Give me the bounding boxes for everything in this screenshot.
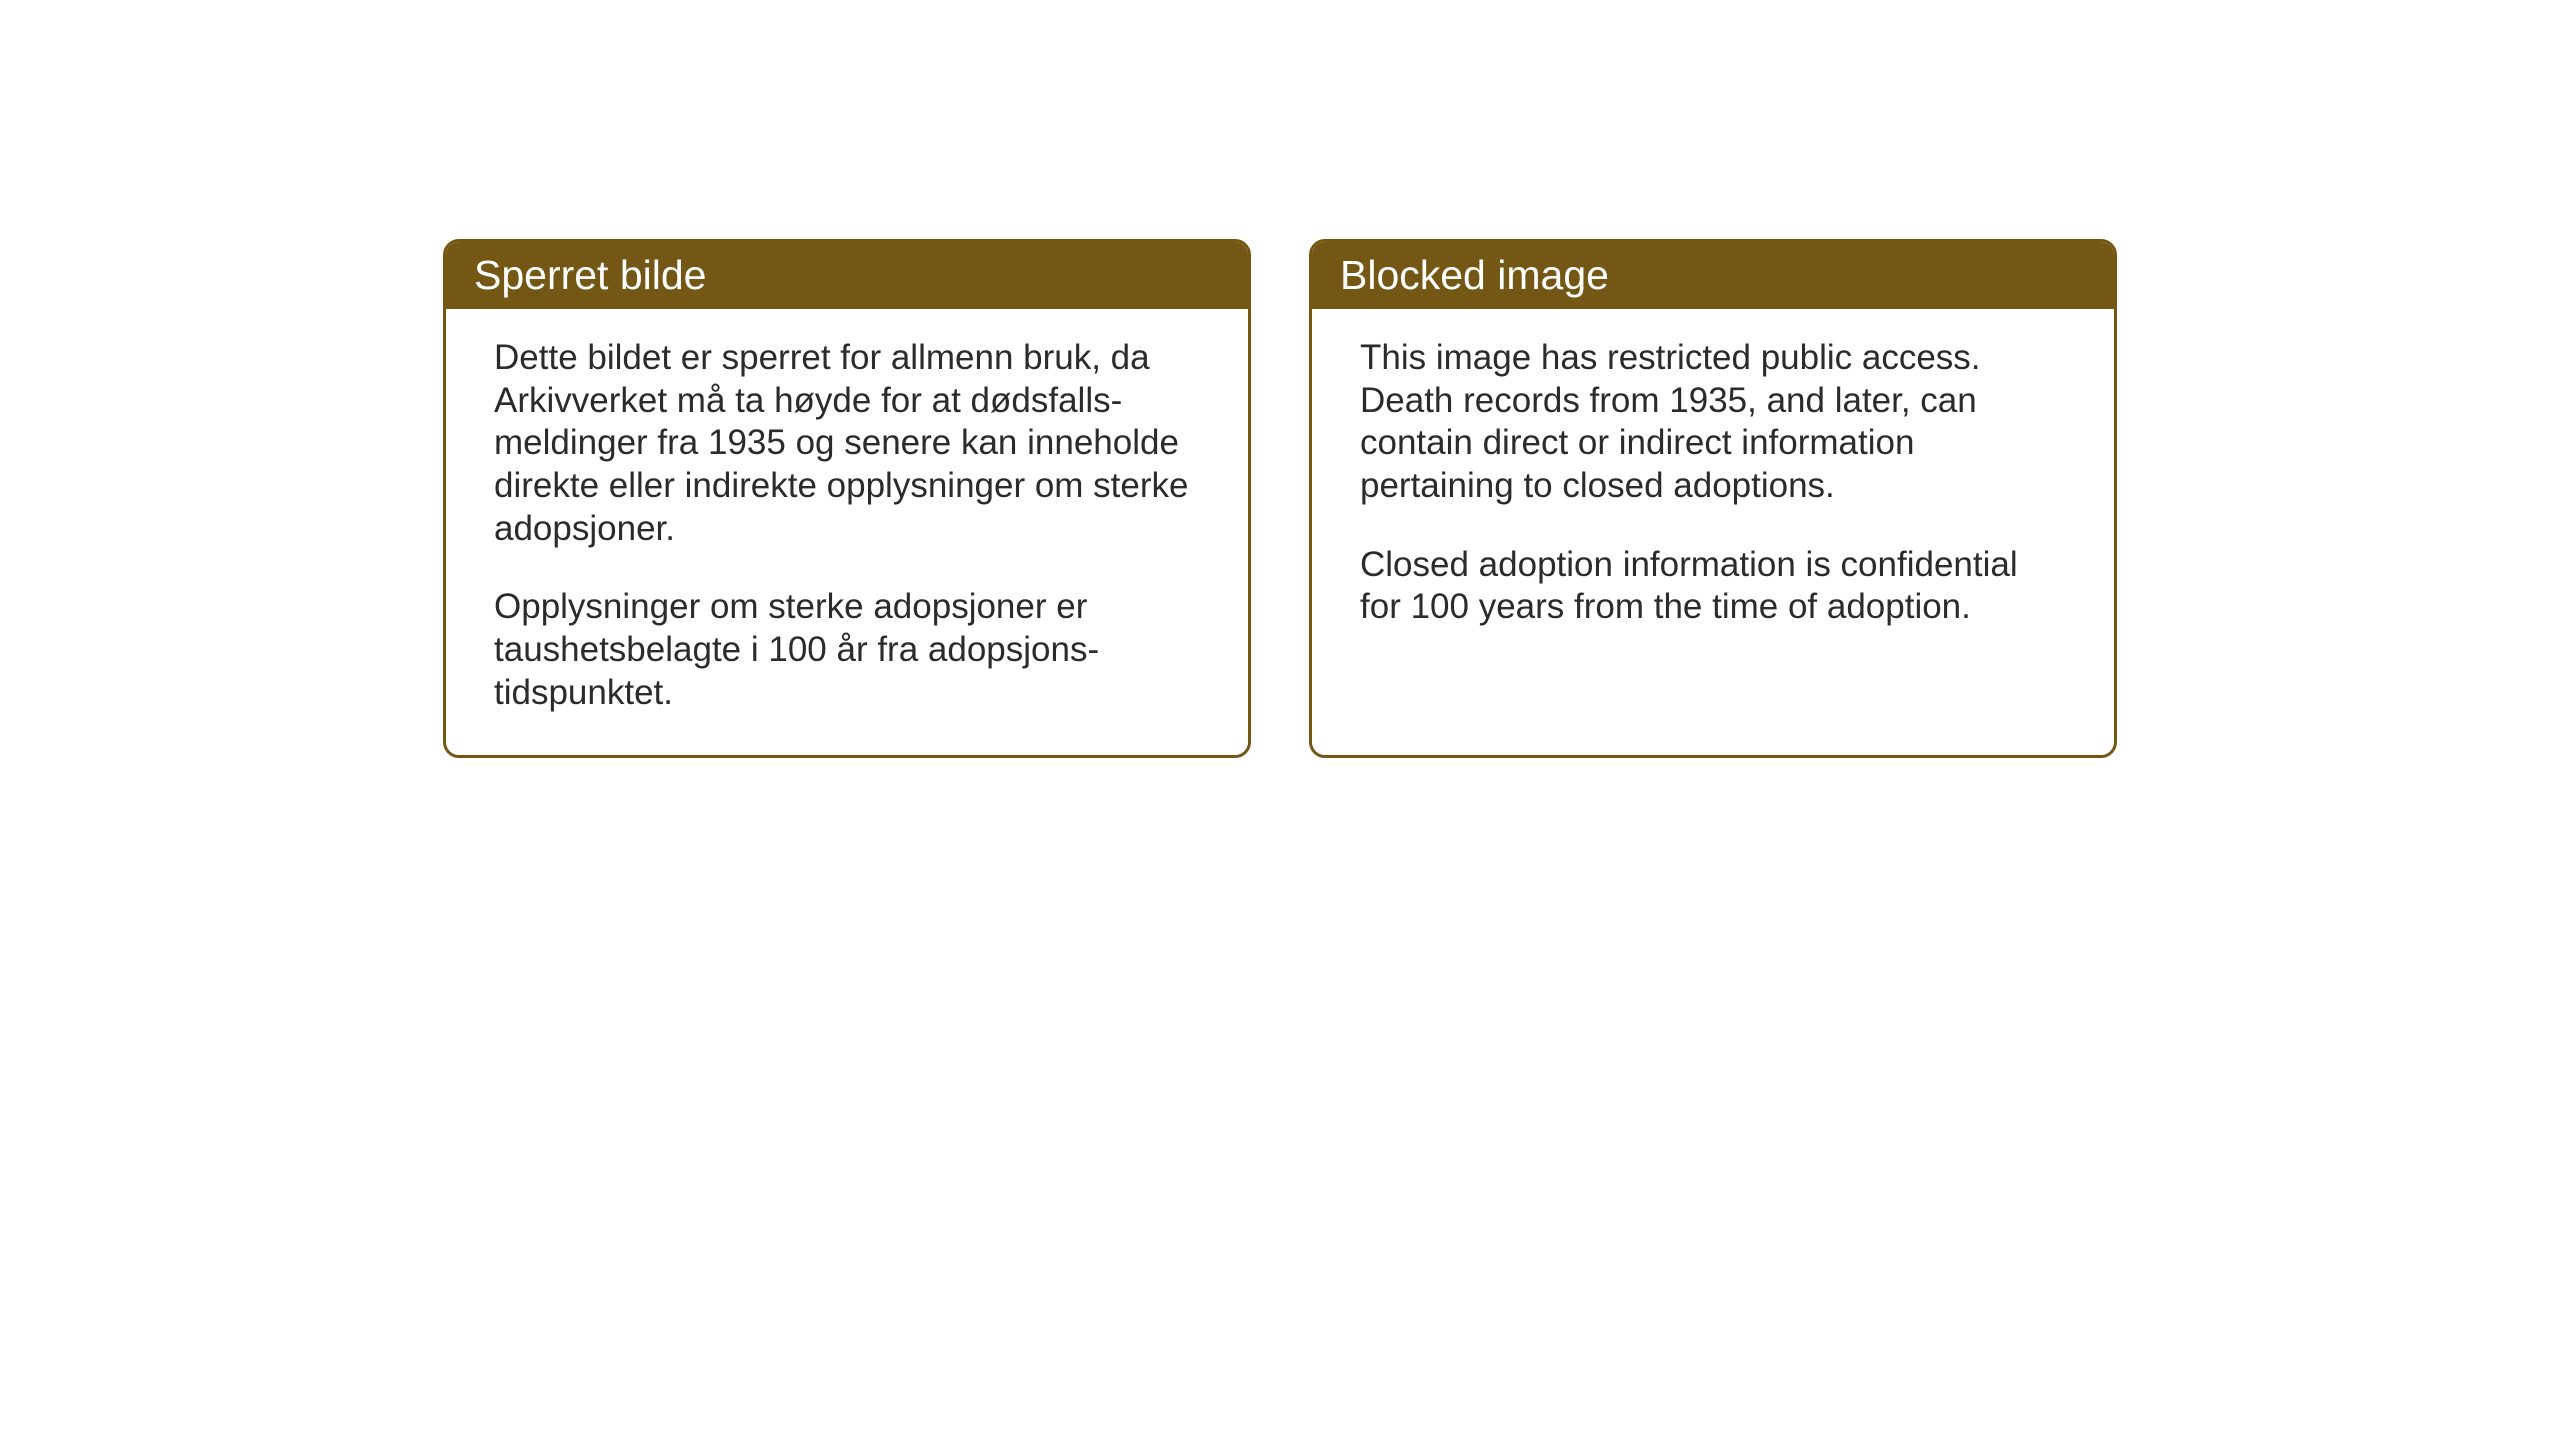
- card-paragraph: Closed adoption information is confident…: [1360, 544, 2066, 629]
- card-paragraph: Opplysninger om sterke adopsjoner er tau…: [494, 586, 1200, 714]
- notice-card-norwegian: Sperret bilde Dette bildet er sperret fo…: [443, 239, 1251, 758]
- card-paragraph: Dette bildet er sperret for allmenn bruk…: [494, 337, 1200, 550]
- card-header-english: Blocked image: [1312, 242, 2114, 309]
- notice-cards-container: Sperret bilde Dette bildet er sperret fo…: [443, 239, 2117, 758]
- card-body-english: This image has restricted public access.…: [1312, 309, 2114, 669]
- card-body-norwegian: Dette bildet er sperret for allmenn bruk…: [446, 309, 1248, 755]
- card-paragraph: This image has restricted public access.…: [1360, 337, 2066, 508]
- notice-card-english: Blocked image This image has restricted …: [1309, 239, 2117, 758]
- card-header-norwegian: Sperret bilde: [446, 242, 1248, 309]
